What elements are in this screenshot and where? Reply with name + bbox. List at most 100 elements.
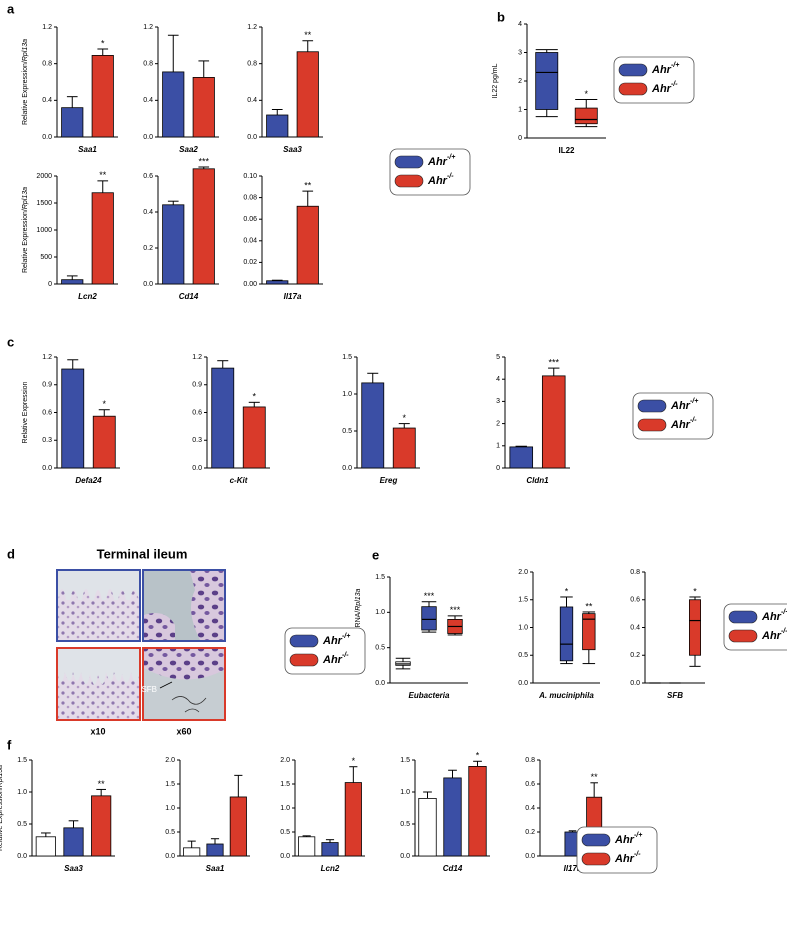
y-tick-label: 5 <box>496 354 500 361</box>
significance: *** <box>548 357 559 367</box>
bar <box>61 368 85 469</box>
bar <box>229 796 247 857</box>
box <box>559 606 574 662</box>
panel-letter: c <box>7 334 14 349</box>
y-tick-label: 1.2 <box>247 24 257 31</box>
y-tick-label: 0.5 <box>342 428 352 435</box>
bar <box>266 280 289 285</box>
y-tick-label: 0.9 <box>192 382 202 389</box>
legend-label: Ahr-/+ <box>322 633 350 647</box>
y-tick-label: 1.0 <box>400 789 410 796</box>
box <box>535 52 559 110</box>
box <box>582 613 596 651</box>
bar <box>162 71 185 138</box>
y-tick-label: 4 <box>496 376 500 383</box>
y-tick-label: 0.8 <box>630 569 640 576</box>
significance: ** <box>99 170 107 180</box>
bar <box>541 375 566 469</box>
x-category-label: Saa1 <box>206 864 225 873</box>
legend-label: Ahr-/+ <box>761 609 787 623</box>
y-tick-label: 0.6 <box>630 597 640 604</box>
legend-name: Ahr <box>761 611 782 623</box>
legend-superscript: -/+ <box>447 154 455 161</box>
y-tick-label: 0.0 <box>280 853 290 860</box>
legend-superscript: -/- <box>690 417 697 424</box>
y-tick-label: 1.5 <box>518 597 528 604</box>
legend-swatch <box>637 399 667 413</box>
legend-superscript: -/+ <box>781 609 787 616</box>
y-tick-label: 0.0 <box>400 853 410 860</box>
panel-letter: f <box>7 737 12 752</box>
y-tick-label: 0.9 <box>42 382 52 389</box>
y-tick-label: 1.2 <box>192 354 202 361</box>
box <box>689 599 702 656</box>
bar <box>91 55 114 138</box>
significance: * <box>102 399 106 409</box>
bar <box>443 777 462 857</box>
bar <box>192 168 215 285</box>
bar <box>91 795 112 857</box>
bar <box>392 427 416 469</box>
legend-superscript: -/- <box>342 652 349 659</box>
legend-label: Ahr-/- <box>651 81 678 95</box>
bar <box>192 77 215 138</box>
significance: *** <box>424 591 435 601</box>
significance: *** <box>198 156 209 166</box>
x-category-label: A. muciniphila <box>538 691 594 700</box>
y-axis-label-italic: Rpl13a <box>0 765 4 787</box>
y-axis-label-text: Relative Expression/ <box>0 787 4 851</box>
x-category-label: Saa3 <box>64 864 83 873</box>
y-tick-label: 0.0 <box>17 853 27 860</box>
y-tick-label: 0.0 <box>165 853 175 860</box>
y-tick-label: 1.5 <box>280 781 290 788</box>
x-category-label: Cldn1 <box>526 476 549 485</box>
y-tick-label: 1.5 <box>342 354 352 361</box>
panel-letter: b <box>497 9 505 24</box>
x-category-label: Defa24 <box>75 476 102 485</box>
y-tick-label: 2.0 <box>518 569 528 576</box>
y-tick-label: 0.2 <box>143 245 153 252</box>
legend-label: Ahr-/- <box>322 652 349 666</box>
legend-label: Ahr-/- <box>427 173 454 187</box>
legend-swatch <box>618 82 648 96</box>
legend-name: Ahr <box>322 635 343 647</box>
y-tick-label: 0.06 <box>243 216 257 223</box>
y-tick-label: 500 <box>40 254 52 261</box>
y-tick-label: 0.10 <box>243 173 257 180</box>
y-tick-label: 0.0 <box>525 853 535 860</box>
y-tick-label: 1 <box>518 106 522 113</box>
y-tick-label: 1.0 <box>165 805 175 812</box>
y-tick-label: 0.5 <box>375 645 385 652</box>
y-tick-label: 2.0 <box>165 757 175 764</box>
legend-name: Ahr <box>427 156 448 168</box>
y-tick-label: 0.00 <box>243 281 257 288</box>
legend-superscript: -/+ <box>342 633 350 640</box>
legend-swatch <box>289 634 319 648</box>
y-tick-label: 1.5 <box>165 781 175 788</box>
image-annotation: SFB <box>141 685 157 694</box>
significance: * <box>565 586 569 596</box>
x-category-label: Saa3 <box>283 145 302 154</box>
y-tick-label: 3 <box>496 398 500 405</box>
legend-swatch <box>728 610 758 624</box>
significance: ** <box>591 772 599 782</box>
x-category-label: Lcn2 <box>321 864 340 873</box>
y-tick-label: 0.6 <box>42 409 52 416</box>
x-category-label: Cd14 <box>179 292 199 301</box>
y-tick-label: 0.8 <box>247 61 257 68</box>
bar <box>468 766 487 857</box>
legend-swatch <box>581 852 611 866</box>
y-axis-label-text: Relative Expression <box>22 381 29 443</box>
y-axis-label: Relative Expression/Rpl13a <box>22 39 29 125</box>
significance: ** <box>585 601 593 611</box>
bar <box>361 382 385 469</box>
y-tick-label: 0.2 <box>630 652 640 659</box>
y-tick-label: 1 <box>496 443 500 450</box>
legend-name: Ahr <box>614 853 635 865</box>
bar <box>162 204 185 285</box>
legend-name: Ahr <box>651 64 672 76</box>
y-tick-label: 1.0 <box>342 391 352 398</box>
significance: ** <box>304 180 312 190</box>
legend-superscript: -/+ <box>690 398 698 405</box>
